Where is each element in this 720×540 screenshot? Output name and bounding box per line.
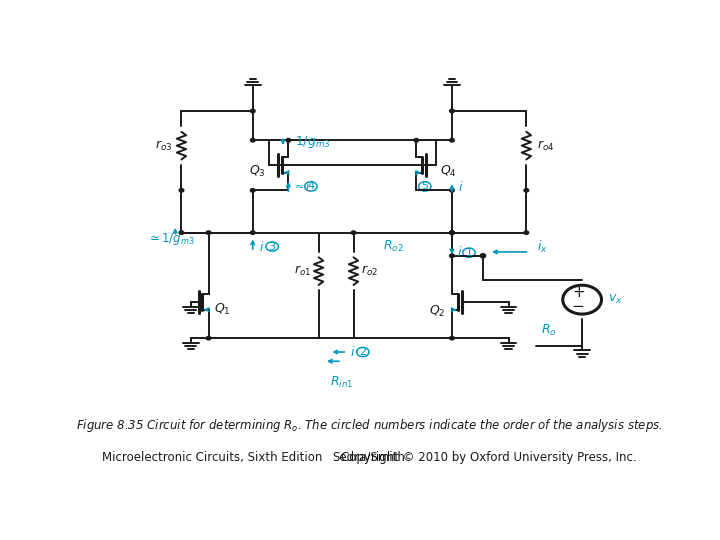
Text: Copyright © 2010 by Oxford University Press, Inc.: Copyright © 2010 by Oxford University Pr… [341,451,636,464]
Text: 5: 5 [421,181,428,192]
Text: 2: 2 [359,347,366,357]
Circle shape [449,231,454,234]
Circle shape [251,109,255,113]
Circle shape [449,254,454,258]
Circle shape [449,336,454,340]
Circle shape [449,231,454,234]
Circle shape [480,254,485,258]
Text: $i$: $i$ [259,240,264,253]
Text: $r_{o4}$: $r_{o4}$ [537,139,554,153]
Text: $\simeq 1/g_{m3}$: $\simeq 1/g_{m3}$ [147,231,194,247]
Text: $Q_4$: $Q_4$ [441,164,457,179]
Circle shape [251,139,255,142]
Text: $v_x$: $v_x$ [608,293,622,306]
Circle shape [206,231,211,234]
Text: $Q_1$: $Q_1$ [214,302,230,317]
Circle shape [524,188,528,192]
Circle shape [524,231,528,234]
Text: $Q_3$: $Q_3$ [249,164,266,179]
Text: $R_o$: $R_o$ [541,323,557,338]
Text: $i$: $i$ [350,345,355,359]
Text: $i$: $i$ [456,245,462,259]
Text: Figure 8.35 Circuit for determining $R_o$. The circled numbers indicate the orde: Figure 8.35 Circuit for determining $R_o… [76,417,662,434]
Circle shape [206,336,211,340]
Text: $i_x$: $i_x$ [537,239,548,254]
Circle shape [179,231,184,234]
Text: $R_{o2}$: $R_{o2}$ [383,239,404,254]
Text: 1: 1 [465,248,472,258]
Text: $r_{o2}$: $r_{o2}$ [361,264,378,278]
Circle shape [179,188,184,192]
Text: 3: 3 [269,241,276,252]
Circle shape [449,231,454,234]
Text: $i$: $i$ [458,180,464,194]
Circle shape [286,139,291,142]
Circle shape [449,139,454,142]
Text: +: + [572,285,585,300]
Text: $r_{o3}$: $r_{o3}$ [155,139,172,153]
Text: 4: 4 [307,181,315,192]
Text: $R_{in1}$: $R_{in1}$ [330,375,354,390]
Circle shape [449,109,454,113]
Text: $Q_2$: $Q_2$ [428,303,445,319]
Text: $1/g_{m3}$: $1/g_{m3}$ [295,134,331,150]
Text: −: − [572,299,585,314]
Text: Microelectronic Circuits, Sixth Edition: Microelectronic Circuits, Sixth Edition [102,451,322,464]
Circle shape [449,188,454,192]
Circle shape [251,231,255,234]
Text: $\approx i$: $\approx i$ [292,180,311,192]
Circle shape [351,231,356,234]
Circle shape [414,139,418,142]
Text: $r_{o1}$: $r_{o1}$ [294,264,311,278]
Text: Sedra/Smith: Sedra/Smith [333,451,405,464]
Circle shape [251,188,255,192]
